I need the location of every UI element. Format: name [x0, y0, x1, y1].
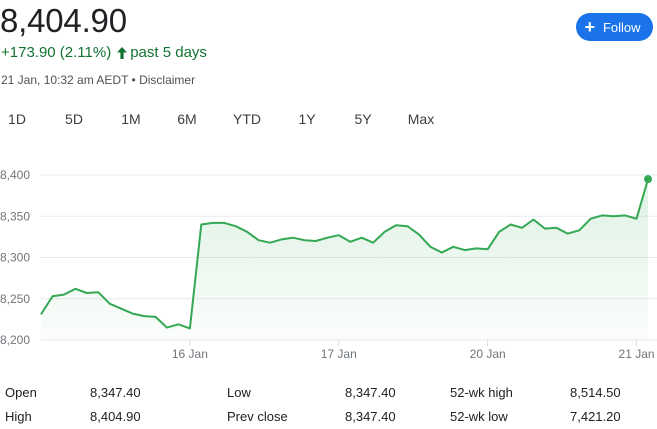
stat-label-open: Open — [5, 385, 37, 400]
x-tick-label: 16 Jan — [172, 347, 208, 361]
price-area — [41, 179, 648, 340]
stat-value-low: 8,347.40 — [345, 385, 396, 400]
tab-5d[interactable]: 5D — [65, 111, 83, 127]
change-value: +173.90 (2.11%) — [1, 44, 112, 61]
x-tick-label: 17 Jan — [321, 347, 357, 361]
current-price: 8,404.90 — [0, 2, 127, 39]
tab-1m[interactable]: 1M — [121, 111, 141, 127]
plus-icon: + — [584, 17, 595, 37]
tab-5y[interactable]: 5Y — [354, 111, 372, 127]
stat-value-52wk-high: 8,514.50 — [570, 385, 621, 400]
stat-value-high: 8,404.90 — [90, 409, 141, 424]
price-change: +173.90 (2.11%) past 5 days — [1, 44, 207, 61]
y-tick-label: 8,200 — [0, 333, 30, 347]
meta-separator: • — [128, 73, 140, 87]
change-period: past 5 days — [130, 44, 207, 61]
last-price-dot — [644, 175, 652, 184]
y-tick-label: 8,400 — [0, 168, 30, 182]
y-tick-label: 8,250 — [0, 292, 30, 306]
stat-label-high: High — [5, 409, 32, 424]
price-line — [40, 178, 649, 330]
tab-6m[interactable]: 6M — [177, 111, 197, 127]
stat-value-open: 8,347.40 — [90, 385, 141, 400]
follow-label: Follow — [602, 19, 641, 35]
stat-label-52wk-low: 52-wk low — [450, 409, 508, 424]
stat-label-52wk-high: 52-wk high — [450, 385, 513, 400]
arrow-up-icon — [117, 46, 128, 59]
quote-timestamp: 21 Jan, 10:32 am AEDT — [1, 73, 129, 87]
stat-label-prev-close: Prev close — [227, 409, 288, 424]
tab-1d[interactable]: 1D — [8, 111, 26, 127]
x-tick-label: 20 Jan — [470, 347, 506, 361]
disclaimer-link[interactable]: Disclaimer — [139, 73, 196, 87]
stat-value-prev-close: 8,347.40 — [345, 409, 396, 424]
follow-button[interactable]: + Follow — [576, 13, 653, 41]
tab-ytd[interactable]: YTD — [233, 111, 261, 127]
price-chart[interactable]: 8,200 8,250 8,300 8,350 8,400 16 Jan 17 Jan 20 … — [0, 140, 657, 365]
tab-1y[interactable]: 1Y — [298, 111, 316, 127]
y-tick-label: 8,300 — [0, 251, 30, 265]
quote-meta: 21 Jan, 10:32 am AEDT • Disclaimer — [1, 73, 195, 87]
stat-label-low: Low — [227, 385, 251, 400]
stat-value-52wk-low: 7,421.20 — [570, 409, 621, 424]
y-tick-label: 8,350 — [0, 209, 30, 223]
tab-max[interactable]: Max — [407, 111, 435, 127]
x-tick-label: 21 Jan — [619, 347, 655, 361]
